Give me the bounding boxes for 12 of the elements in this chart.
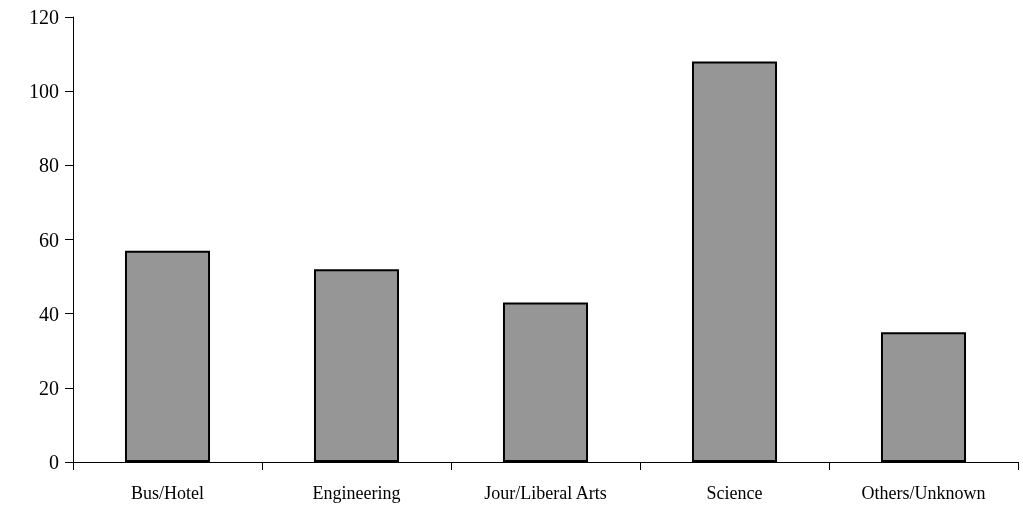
x-tick-label: Others/Unknown xyxy=(861,483,986,503)
x-tick-label: Engineering xyxy=(312,483,401,503)
y-tick-label: 60 xyxy=(39,228,59,251)
y-tick-label: 100 xyxy=(29,80,59,103)
x-tick-label: Bus/Hotel xyxy=(130,483,205,503)
x-tick-label: Jour/Liberal Arts xyxy=(484,483,607,503)
y-tick-label: 20 xyxy=(39,376,59,399)
y-tick-label: 80 xyxy=(39,154,59,177)
y-tick-label: 40 xyxy=(39,302,59,325)
x-tick-label: Science xyxy=(706,483,763,503)
y-tick-label: 0 xyxy=(49,451,59,473)
y-tick-label: 120 xyxy=(29,6,59,28)
